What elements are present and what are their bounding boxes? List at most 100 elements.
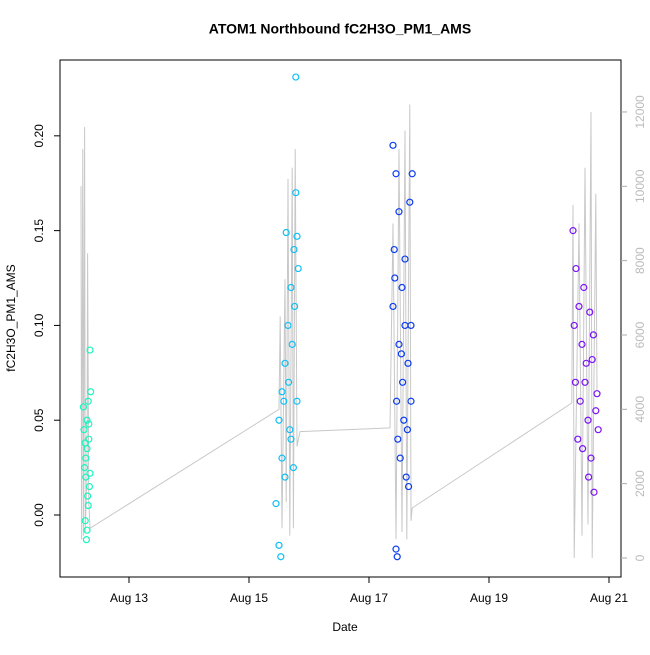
- point: [578, 340, 586, 348]
- point: [289, 464, 297, 472]
- point: [85, 435, 93, 443]
- point: [389, 141, 397, 149]
- point: [293, 232, 301, 240]
- point: [392, 170, 400, 178]
- y2-tick-label: 12000: [633, 95, 647, 129]
- point: [80, 426, 88, 434]
- point: [83, 526, 91, 534]
- point: [275, 541, 283, 549]
- point: [590, 488, 598, 496]
- point: [594, 426, 602, 434]
- point: [293, 397, 301, 405]
- point: [278, 388, 286, 396]
- point: [80, 464, 89, 472]
- y2-tick-label: 0: [633, 554, 647, 561]
- point: [83, 416, 91, 424]
- y-tick-label: 0.20: [32, 124, 46, 148]
- y-tick-label: 0.00: [32, 503, 46, 527]
- point: [85, 420, 93, 428]
- point: [395, 208, 403, 216]
- y-tick-label: 0.05: [32, 408, 46, 432]
- point: [588, 355, 596, 364]
- point: [391, 274, 399, 282]
- point: [393, 397, 401, 405]
- point: [586, 308, 594, 316]
- y-tick-label: 0.15: [32, 219, 46, 243]
- point: [290, 245, 298, 254]
- point: [294, 264, 302, 273]
- x-axis-label: Date: [332, 620, 358, 634]
- point: [292, 189, 300, 197]
- point: [574, 435, 582, 443]
- point: [282, 228, 290, 237]
- point: [81, 439, 89, 447]
- point: [79, 403, 88, 411]
- point: [393, 553, 401, 561]
- y2-tick-label: 8000: [633, 247, 647, 274]
- point: [285, 378, 293, 386]
- point: [395, 340, 403, 348]
- point: [397, 350, 405, 358]
- point: [390, 245, 398, 254]
- point: [571, 378, 580, 386]
- y2-tick-label: 6000: [633, 321, 647, 348]
- point: [404, 359, 412, 367]
- point: [394, 435, 402, 443]
- point: [572, 264, 580, 273]
- point: [278, 454, 286, 462]
- point: [408, 170, 416, 178]
- x-tick-label: Aug 17: [350, 591, 388, 605]
- point: [287, 283, 295, 292]
- point: [589, 331, 598, 339]
- point: [569, 227, 577, 235]
- point: [84, 501, 92, 510]
- y2-tick-label: 10000: [633, 169, 647, 203]
- point: [277, 553, 285, 561]
- y2-tick-label: 4000: [633, 396, 647, 423]
- point: [407, 321, 415, 330]
- point: [400, 416, 408, 424]
- point: [286, 426, 294, 434]
- point: [396, 454, 404, 462]
- point: [582, 359, 590, 367]
- point: [403, 426, 411, 434]
- point: [593, 390, 601, 398]
- point: [272, 500, 280, 508]
- point: [83, 492, 92, 500]
- point: [575, 302, 583, 311]
- y-axis-label: fC2H3O_PM1_AMS: [4, 264, 18, 371]
- point: [287, 435, 295, 443]
- point: [275, 416, 283, 424]
- point: [406, 198, 414, 206]
- point: [292, 73, 300, 81]
- point: [84, 397, 92, 405]
- point: [587, 454, 595, 462]
- point: [389, 302, 397, 311]
- point: [82, 536, 91, 544]
- point: [581, 378, 589, 386]
- point: [291, 302, 299, 311]
- point: [82, 454, 90, 462]
- point: [576, 397, 584, 405]
- point: [399, 378, 407, 386]
- point: [280, 397, 288, 405]
- point: [401, 255, 409, 263]
- point: [281, 359, 289, 367]
- point: [85, 482, 94, 491]
- point: [284, 321, 292, 330]
- point: [82, 473, 90, 481]
- point: [405, 482, 413, 491]
- x-tick-label: Aug 19: [470, 591, 508, 605]
- y2-tick-label: 2000: [633, 470, 647, 497]
- point: [584, 416, 592, 424]
- point: [288, 340, 296, 348]
- x-tick-label: Aug 15: [230, 591, 268, 605]
- point: [81, 517, 89, 525]
- x-tick-label: Aug 21: [590, 591, 628, 605]
- point: [281, 473, 289, 481]
- point: [407, 397, 415, 405]
- x-tick-label: Aug 13: [110, 591, 148, 605]
- y2-line: [80, 104, 598, 559]
- point: [398, 283, 406, 292]
